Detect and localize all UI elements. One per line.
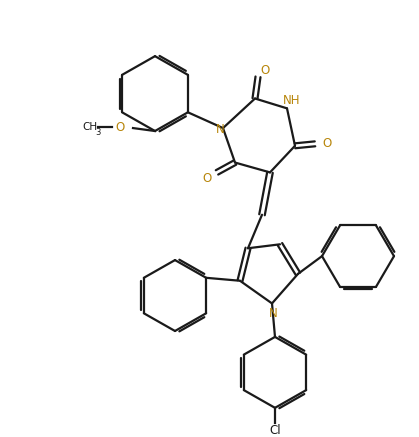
Text: Cl: Cl (269, 424, 281, 437)
Text: O: O (260, 64, 269, 77)
Text: N: N (216, 122, 225, 135)
Text: O: O (115, 121, 124, 134)
Text: N: N (269, 307, 277, 320)
Text: 3: 3 (95, 128, 101, 138)
Text: O: O (322, 137, 331, 150)
Text: CH: CH (83, 122, 98, 132)
Text: O: O (202, 172, 212, 185)
Text: NH: NH (283, 94, 301, 107)
